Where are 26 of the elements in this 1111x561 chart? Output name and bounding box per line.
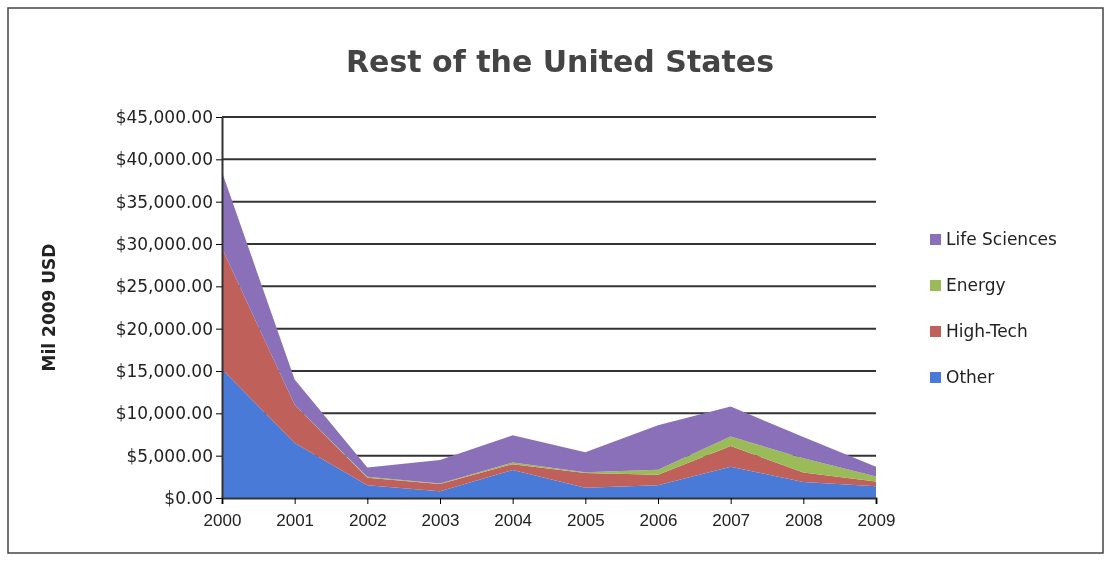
x-tick-label: 2007	[712, 510, 751, 530]
legend-label: Life Sciences	[946, 229, 1057, 249]
x-tick-label: 2008	[784, 510, 823, 530]
y-tick-label: $25,000.00	[115, 276, 213, 297]
y-tick-label: $10,000.00	[115, 403, 213, 424]
x-tick-label: 2002	[348, 510, 387, 530]
x-tick-label: 2001	[276, 510, 315, 530]
y-axis-title: Mil 2009 USD	[39, 243, 59, 372]
y-tick-label: $0.00	[164, 487, 213, 508]
chart-title: Rest of the United States	[345, 44, 775, 79]
y-tick-label: $5,000.00	[126, 445, 213, 466]
y-tick-label: $20,000.00	[115, 318, 213, 339]
x-tick-label: 2005	[566, 510, 605, 530]
x-tick-label: 2003	[421, 510, 460, 530]
legend-label: Energy	[946, 275, 1006, 295]
legend-label: High-Tech	[946, 321, 1028, 341]
legend-label: Other	[946, 367, 995, 387]
x-tick-label: 2000	[203, 510, 242, 530]
y-tick-label: $40,000.00	[115, 149, 213, 170]
x-tick-label: 2004	[494, 510, 533, 530]
y-tick-label: $45,000.00	[115, 106, 213, 127]
y-tick-label: $30,000.00	[115, 233, 213, 254]
y-tick-label: $15,000.00	[115, 360, 213, 381]
x-tick-label: 2009	[857, 510, 896, 530]
x-tick-label: 2006	[639, 510, 678, 530]
y-tick-label: $35,000.00	[115, 191, 213, 212]
